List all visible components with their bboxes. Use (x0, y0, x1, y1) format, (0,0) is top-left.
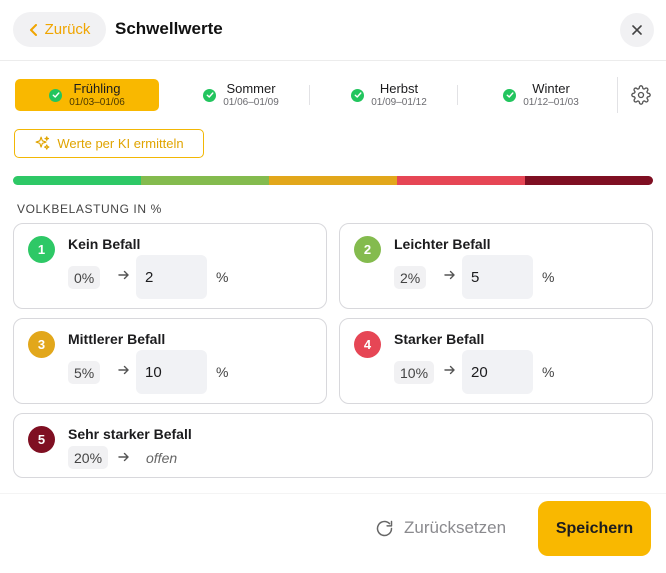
level-card-1: 1 Kein Befall 0% % (13, 223, 327, 309)
unit-label: % (216, 269, 229, 285)
level-from-value: 20% (68, 446, 109, 469)
level-card-2: 2 Leichter Befall 2% % (339, 223, 653, 309)
arrow-right-icon (444, 365, 455, 375)
tab-season-spring[interactable]: Frühling 01/03–01/06 (15, 79, 159, 111)
level-name: Sehr starker Befall (68, 426, 192, 442)
level-from-value: 10% (394, 361, 435, 384)
season-range: 01/09–01/12 (371, 97, 427, 109)
level-badge: 3 (28, 331, 55, 358)
level-card-5: 5 Sehr starker Befall 20% offen (13, 413, 653, 478)
reset-button[interactable]: Zurücksetzen (374, 513, 506, 543)
arrow-right-icon (444, 270, 455, 280)
unit-label: % (542, 269, 555, 285)
level-from-value: 0% (68, 266, 101, 289)
level-name: Kein Befall (68, 236, 141, 252)
level-card-4: 4 Starker Befall 10% % (339, 318, 653, 404)
level-from-value: 5% (68, 361, 101, 384)
arrow-right-icon (118, 452, 129, 462)
arrow-right-icon (118, 270, 129, 280)
season-range: 01/03–01/06 (69, 97, 125, 109)
level-badge: 2 (354, 236, 381, 263)
settings-divider (617, 77, 618, 113)
season-range: 01/12–01/03 (523, 97, 579, 109)
level-badge: 5 (28, 426, 55, 453)
level-to-input[interactable] (136, 350, 207, 394)
tab-season-summer[interactable]: Sommer 01/06–01/09 (173, 79, 309, 111)
season-tabs: Frühling 01/03–01/06 Sommer 01/06–01/09 He… (13, 79, 653, 111)
level-from-value: 2% (394, 266, 427, 289)
level-card-3: 3 Mittlerer Befall 5% % (13, 318, 327, 404)
close-icon (632, 25, 642, 35)
save-button[interactable]: Speichern (538, 501, 651, 556)
sparkles-icon (35, 136, 50, 150)
ai-estimate-label: Werte per KI ermitteln (57, 136, 184, 151)
check-circle-icon (49, 88, 63, 102)
back-button[interactable]: Zurück (13, 12, 106, 47)
page-title: Schwellwerte (115, 19, 223, 38)
footer-divider (0, 493, 666, 494)
scale-segment-5 (525, 176, 653, 185)
refresh-icon (376, 520, 393, 536)
season-divider (457, 85, 458, 105)
header: Zurück Schwellwerte (0, 0, 666, 60)
close-button[interactable] (620, 13, 654, 47)
header-divider (0, 60, 666, 61)
back-button-label: Zurück (44, 21, 91, 38)
level-name: Starker Befall (394, 331, 485, 347)
season-name: Sommer (226, 80, 276, 96)
scale-segment-1 (13, 176, 141, 185)
level-badge: 4 (354, 331, 381, 358)
chevron-left-icon (29, 23, 37, 36)
unit-label: % (216, 364, 229, 380)
level-to-input[interactable] (462, 350, 533, 394)
unit-label: % (542, 364, 555, 380)
section-label: VOLKBELASTUNG IN % (17, 202, 162, 216)
level-to-open: offen (146, 450, 178, 466)
level-badge: 1 (28, 236, 55, 263)
level-name: Leichter Befall (394, 236, 491, 252)
severity-scale-bar (13, 176, 653, 185)
scale-segment-2 (141, 176, 269, 185)
level-name: Mittlerer Befall (68, 331, 166, 347)
level-to-input[interactable] (462, 255, 533, 299)
season-divider (309, 85, 310, 105)
check-circle-icon (503, 88, 517, 102)
reset-button-label: Zurücksetzen (404, 518, 507, 537)
scale-segment-4 (397, 176, 525, 185)
ai-estimate-button[interactable]: Werte per KI ermitteln (14, 129, 204, 158)
season-name: Herbst (379, 80, 419, 96)
check-circle-icon (203, 88, 217, 102)
scale-segment-3 (269, 176, 397, 185)
arrow-right-icon (118, 365, 129, 375)
season-name: Winter (532, 80, 570, 96)
level-to-input[interactable] (136, 255, 207, 299)
gear-icon (631, 85, 651, 105)
season-range: 01/06–01/09 (223, 97, 279, 109)
check-circle-icon (351, 88, 365, 102)
tab-season-autumn[interactable]: Herbst 01/09–01/12 (323, 79, 455, 111)
season-name: Frühling (73, 80, 121, 96)
settings-button[interactable] (628, 82, 654, 108)
tab-season-winter[interactable]: Winter 01/12–01/03 (471, 79, 611, 111)
